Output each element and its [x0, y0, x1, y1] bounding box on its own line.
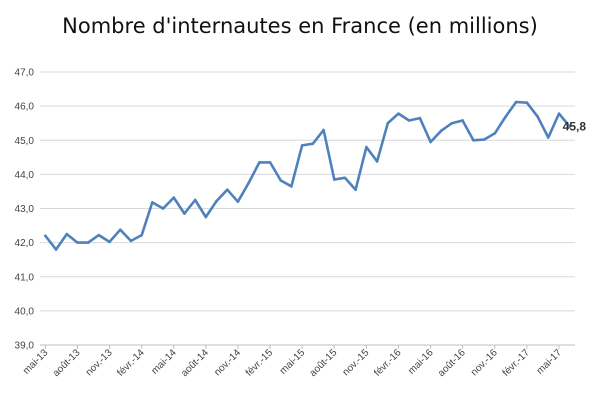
data-point	[332, 178, 336, 181]
chart-title: Nombre d'internautes en France (en milli…	[62, 14, 538, 38]
x-tick-label: févr.-17	[501, 347, 533, 379]
data-point	[54, 248, 58, 251]
x-tick-label: nov.-15	[341, 347, 372, 378]
data-point	[236, 200, 240, 203]
data-point	[225, 188, 229, 192]
data-point	[86, 241, 90, 244]
data-point	[268, 161, 272, 164]
data-point	[397, 112, 400, 115]
x-tick-label: août-16	[436, 347, 468, 379]
data-point	[290, 185, 293, 188]
data-point	[108, 240, 111, 244]
data-point	[140, 233, 143, 237]
data-point	[161, 207, 165, 210]
data-point	[525, 101, 529, 105]
data-point	[118, 228, 122, 231]
data-point	[322, 128, 325, 132]
data-point	[375, 160, 379, 163]
data-point	[429, 140, 432, 144]
y-tick-label: 47,0	[15, 68, 35, 79]
data-point	[418, 116, 422, 120]
x-tick-label: févr.-14	[115, 347, 147, 379]
y-tick-label: 45,0	[15, 136, 35, 147]
data-point	[129, 239, 133, 243]
data-point	[472, 138, 475, 142]
x-tick-label: mai-16	[406, 347, 436, 377]
data-point	[504, 115, 507, 119]
data-point	[97, 233, 101, 237]
data-point	[311, 142, 315, 145]
data-point	[215, 199, 218, 203]
data-point	[65, 232, 69, 236]
data-point	[386, 121, 390, 125]
x-tick-label: nov.-16	[469, 347, 500, 378]
series-line	[44, 100, 571, 251]
x-tick-label: nov.-13	[84, 347, 115, 378]
data-point	[536, 115, 539, 118]
data-point	[204, 215, 208, 219]
y-tick-label: 42,0	[15, 238, 35, 249]
x-tick-label: févr.-15	[244, 347, 276, 379]
data-point	[439, 129, 443, 132]
data-point	[76, 241, 79, 244]
data-point	[258, 161, 261, 164]
x-tick-label: août-15	[308, 347, 340, 379]
data-point	[151, 201, 154, 204]
y-tick-label: 41,0	[15, 272, 35, 283]
data-point	[461, 119, 464, 122]
data-point	[44, 234, 47, 238]
data-point	[172, 196, 176, 199]
data-point	[183, 212, 186, 215]
y-tick-label: 46,0	[15, 102, 35, 113]
data-point	[568, 125, 571, 128]
x-tick-label: mai-15	[278, 347, 308, 377]
x-tick-label: mai-14	[149, 347, 179, 377]
y-tick-label: 44,0	[15, 170, 35, 181]
data-point	[557, 112, 561, 115]
x-tick-label: août-13	[51, 347, 83, 379]
data-point	[300, 144, 304, 147]
data-label: 45,8	[563, 120, 587, 134]
y-tick-label: 39,0	[15, 341, 35, 352]
data-point	[546, 136, 550, 139]
data-point	[493, 132, 497, 135]
data-point	[407, 119, 411, 122]
data-point	[247, 181, 250, 185]
x-tick-label: nov.-14	[212, 347, 243, 378]
y-tick-label: 40,0	[15, 306, 35, 317]
x-tick-label: août-14	[179, 347, 211, 379]
data-point	[514, 100, 518, 104]
data-point	[482, 138, 486, 141]
y-tick-label: 43,0	[15, 204, 35, 215]
data-point	[450, 121, 454, 125]
x-tick-label: févr.-16	[372, 347, 404, 379]
data-point	[365, 145, 368, 149]
data-point	[193, 198, 197, 202]
data-point	[343, 176, 347, 180]
data-point	[354, 188, 357, 192]
data-point	[279, 179, 283, 182]
x-tick-label: mai-17	[535, 347, 565, 377]
